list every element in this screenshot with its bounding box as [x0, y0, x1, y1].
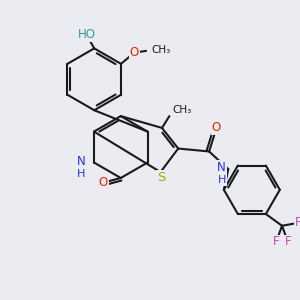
Text: CH₃: CH₃: [172, 105, 192, 115]
Text: HO: HO: [78, 28, 96, 41]
Text: O: O: [212, 122, 221, 134]
Text: H: H: [218, 175, 226, 185]
Text: CH₃: CH₃: [151, 45, 170, 55]
Text: N: N: [77, 154, 86, 167]
Text: F: F: [273, 236, 280, 248]
Text: S: S: [157, 171, 165, 184]
Text: F: F: [285, 236, 291, 248]
Text: O: O: [130, 46, 139, 59]
Text: N: N: [217, 161, 226, 174]
Text: H: H: [77, 169, 86, 179]
Text: O: O: [98, 176, 108, 189]
Text: F: F: [295, 216, 300, 229]
